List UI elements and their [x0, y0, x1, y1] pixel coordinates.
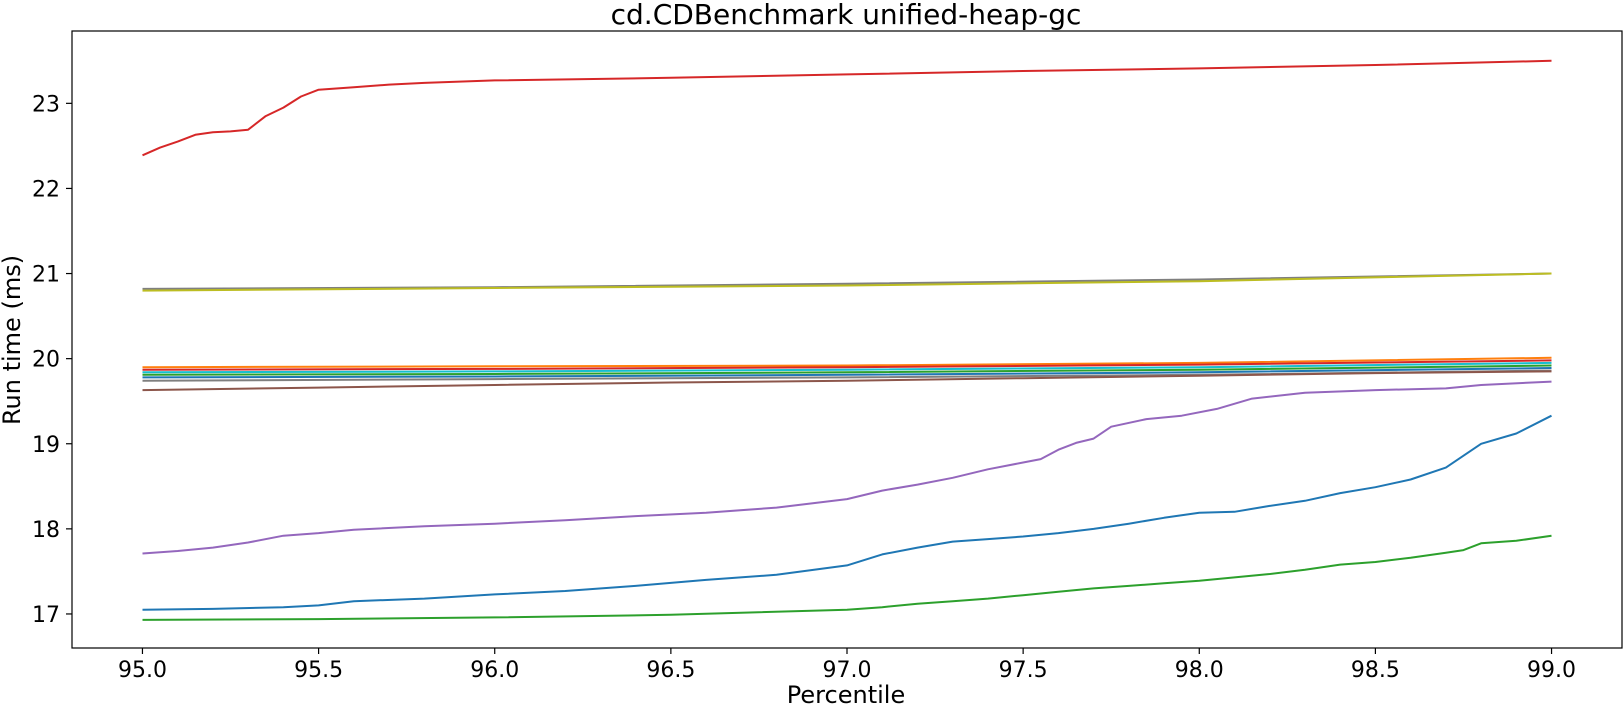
- plot-frame: [71, 30, 1623, 649]
- series-line-6: [142, 361, 1552, 374]
- chart-title: cd.CDBenchmark unified-heap-gc: [611, 0, 1082, 31]
- series-line-5: [142, 359, 1552, 371]
- x-tick-label: 98.0: [1175, 658, 1224, 683]
- series-line-11: [142, 380, 1552, 555]
- x-tick-label: 95.5: [294, 658, 343, 683]
- y-tick-label: 23: [32, 92, 60, 117]
- x-tick-label: 96.0: [470, 658, 519, 683]
- x-tick-label: 98.5: [1351, 658, 1400, 683]
- series-line-2: [142, 272, 1552, 290]
- series-line-8: [142, 367, 1552, 379]
- y-axis-label: Run time (ms): [0, 255, 26, 425]
- series-line-7: [142, 364, 1552, 376]
- y-tick-label: 18: [32, 518, 60, 543]
- series-line-13: [142, 534, 1552, 621]
- y-tick-label: 21: [32, 263, 60, 288]
- x-tick-label: 96.5: [646, 658, 695, 683]
- x-tick-label: 97.5: [999, 658, 1048, 683]
- series-layer: [142, 59, 1552, 621]
- series-line-10: [142, 370, 1552, 392]
- y-axis: 17 18 19 20 21 22 23: [32, 92, 72, 628]
- x-tick-label: 95.0: [118, 658, 167, 683]
- x-tick-label: 97.0: [823, 658, 872, 683]
- series-line-3: [142, 272, 1552, 292]
- x-tick-label: 99.0: [1527, 658, 1576, 683]
- y-tick-label: 19: [32, 433, 60, 458]
- x-axis-label: Percentile: [787, 681, 905, 709]
- y-tick-label: 22: [32, 177, 60, 202]
- x-axis: 95.0 95.5 96.0 96.5 97.0 97.5 98.0 98.5 99.0: [118, 648, 1576, 683]
- y-tick-label: 20: [32, 348, 60, 373]
- series-line-12: [142, 414, 1552, 611]
- series-line-4: [142, 356, 1552, 369]
- y-tick-label: 17: [32, 603, 60, 628]
- series-line-1: [142, 59, 1552, 157]
